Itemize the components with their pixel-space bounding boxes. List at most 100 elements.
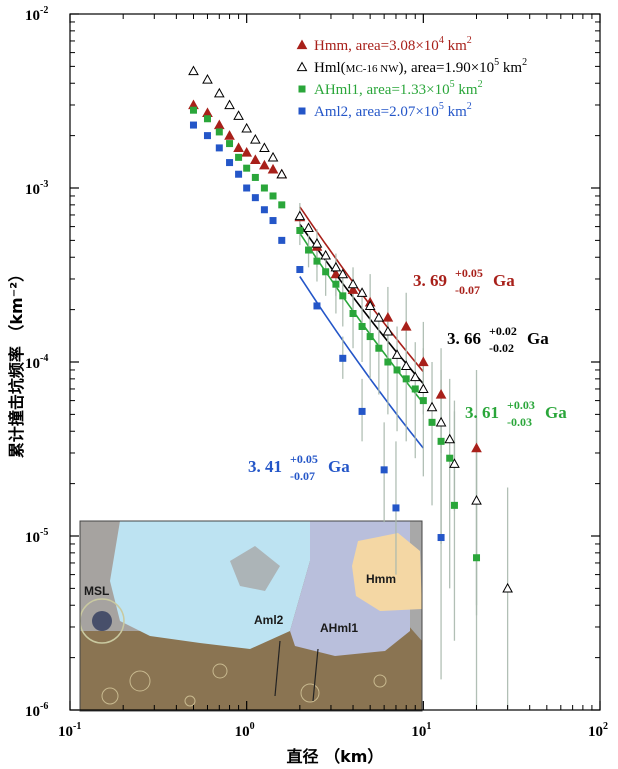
data-point-s0 [234,143,243,151]
legend-marker-2 [299,86,306,93]
y-tick-label: 10-2 [25,5,48,24]
data-point-s3 [204,132,211,139]
map-label-msl: MSL [84,584,109,598]
data-point-s1 [349,280,358,288]
data-point-s2 [412,385,419,392]
data-point-s3 [313,302,320,309]
legend-entry-1: Hml(MC-16 NW), area=1.90×105 km2 [314,57,527,76]
data-point-s2 [261,185,268,192]
data-point-s1 [189,67,198,75]
data-point-s0 [419,358,428,366]
data-point-s2 [235,154,242,161]
data-point-s3 [252,194,259,201]
legend-marker-0 [298,41,307,49]
data-point-s3 [438,534,445,541]
map-label-ahml1: AHml1 [320,621,358,635]
data-point-s1 [234,111,243,119]
data-point-s1 [437,418,446,426]
data-point-s1 [402,361,411,369]
age-label-2: 3. 61 +0.03-0.03 Ga [465,398,567,429]
data-point-s2 [313,258,320,265]
data-point-s1 [411,372,420,380]
age-value: 3. 41 [248,457,282,476]
y-tick-label: 10-6 [25,701,48,720]
data-point-s0 [260,161,269,169]
data-point-s2 [339,292,346,299]
x-tick-label: 10-1 [58,721,81,740]
age-label-3: 3. 41 +0.05 -0.07 Ga [248,452,350,483]
data-point-s3 [278,237,285,244]
age-error-minus: -0.03 [507,415,532,429]
data-point-s3 [190,122,197,129]
age-error-plus: +0.03 [507,398,535,412]
data-point-s0 [269,165,278,173]
age-unit: Ga [328,457,350,476]
age-error-plus: +0.05 [290,452,318,466]
data-point-s2 [394,366,401,373]
age-value: 3. 69 [413,271,447,290]
x-axis-title: 直径 （km） [287,747,384,766]
data-point-s2 [305,247,312,254]
x-tick-label: 102 [588,721,608,740]
data-point-s1 [242,124,251,132]
data-point-s2 [252,174,259,181]
data-point-s1 [215,89,224,97]
data-point-s3 [339,355,346,362]
data-point-s0 [215,121,224,129]
age-value: 3. 66 [447,329,481,348]
data-point-s2 [451,502,458,509]
data-point-s2 [296,227,303,234]
data-point-s1 [428,403,437,411]
map-unit-aml2 [110,521,310,649]
data-point-s2 [226,140,233,147]
data-point-s2 [375,345,382,352]
y-tick-label: 10-3 [25,179,48,198]
data-point-s2 [403,375,410,382]
data-point-s1 [374,313,383,321]
data-point-s3 [261,206,268,213]
data-point-s0 [437,390,446,398]
data-point-s0 [383,313,392,321]
legend-marker-3 [299,108,306,115]
data-point-s3 [392,504,399,511]
data-point-s0 [242,148,251,156]
y-axis-title: 累计撞击坑频率 （km⁻²） [7,266,26,458]
map-label-hmm: Hmm [366,572,396,586]
data-point-s2 [322,268,329,275]
data-point-s2 [278,201,285,208]
legend-marker-1 [298,63,307,71]
data-point-s1 [277,170,286,178]
age-error-plus: +0.05 [455,266,483,280]
data-point-s2 [350,310,357,317]
data-point-s2 [204,115,211,122]
age-unit: Ga [527,329,549,348]
data-point-s0 [225,131,234,139]
legend-entry-0: Hmm, area=3.08×104 km2 [314,35,472,54]
data-point-s1 [503,584,512,592]
data-point-s2 [216,128,223,135]
data-point-s2 [270,192,277,199]
data-point-s0 [472,444,481,452]
data-point-s3 [243,185,250,192]
data-point-s0 [402,322,411,330]
age-label-1: 3. 66 +0.02 -0.02 Ga [447,324,549,355]
age-value: 3. 61 [465,403,499,422]
age-error-minus: -0.07 [290,469,315,483]
data-point-s2 [243,165,250,172]
data-point-s1 [260,143,269,151]
data-point-s2 [473,554,480,561]
data-point-s1 [251,135,260,143]
data-point-s3 [235,171,242,178]
age-error-plus: +0.02 [489,324,517,338]
data-point-s3 [216,144,223,151]
data-point-s2 [429,419,436,426]
data-point-s1 [225,100,234,108]
data-point-s1 [393,350,402,358]
map-crater-center [92,611,112,631]
data-point-s3 [381,466,388,473]
age-error-minus: -0.07 [455,283,480,297]
data-point-s3 [359,408,366,415]
data-point-s3 [296,266,303,273]
y-tick-label: 10-4 [25,353,48,372]
